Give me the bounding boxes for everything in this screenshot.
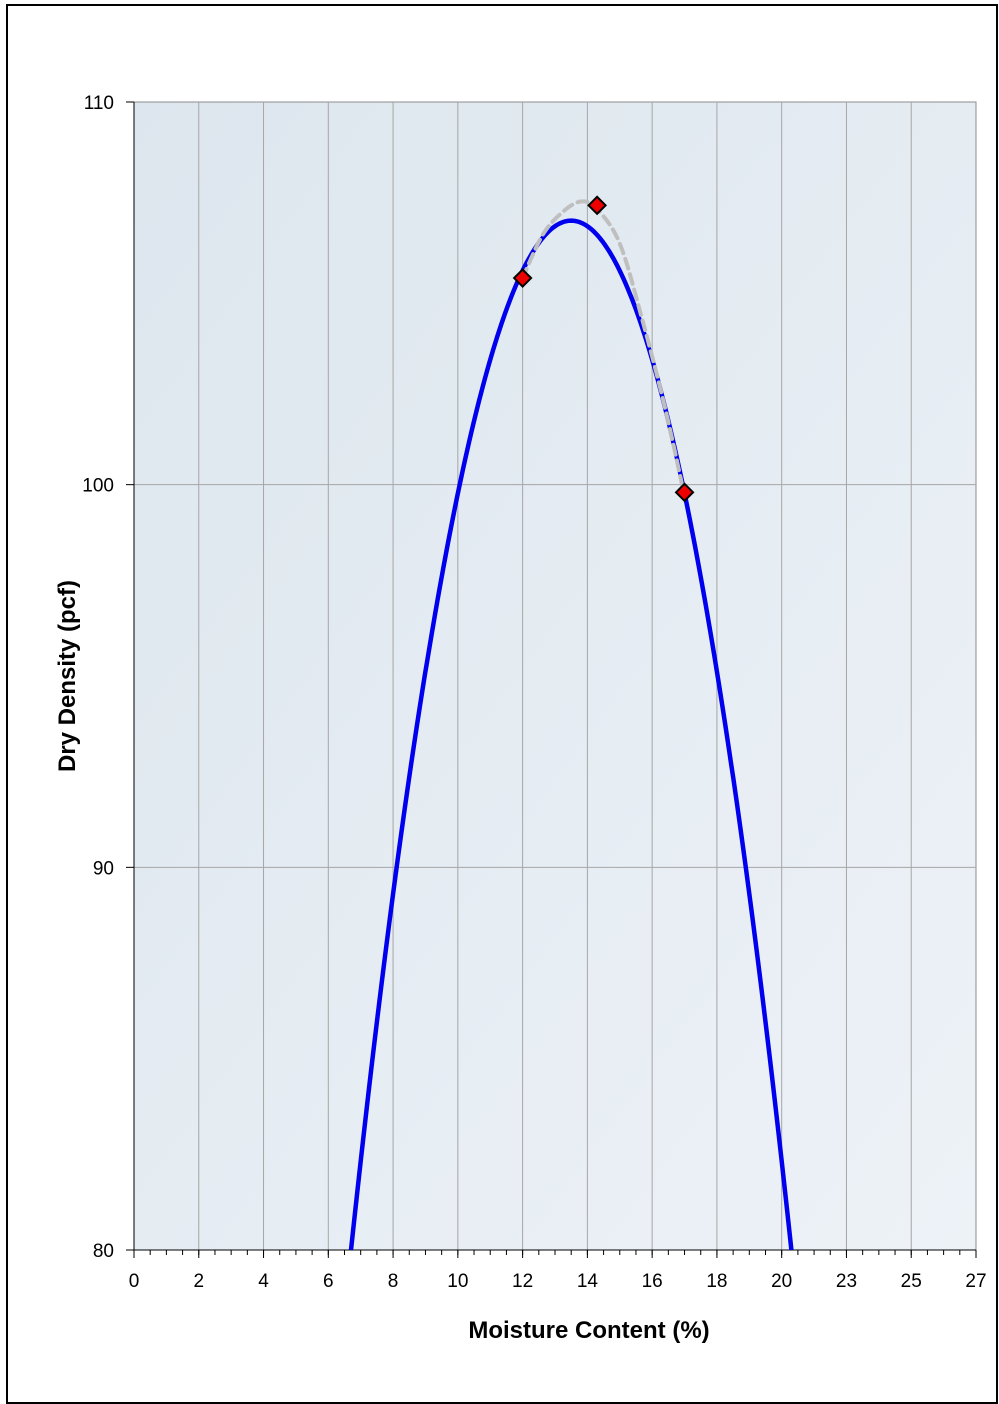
x-tick-label: 10 [447, 1271, 468, 1292]
y-tick-labels: 80 90 100 110 [82, 93, 114, 1262]
y-tick-label: 90 [93, 858, 114, 879]
plot-area [134, 102, 976, 1250]
x-tick-label: 23 [836, 1271, 857, 1292]
y-tick-label: 80 [93, 1241, 114, 1262]
y-tick-label: 110 [84, 93, 114, 114]
x-tick-label: 12 [512, 1271, 533, 1292]
x-tick-label: 6 [323, 1271, 334, 1292]
y-tick-label: 100 [82, 476, 114, 497]
x-tick-label: 27 [965, 1271, 986, 1292]
x-tick-label: 14 [577, 1271, 599, 1292]
y-axis-title: Dry Density (pcf) [54, 580, 81, 772]
x-tick-label: 0 [129, 1271, 140, 1292]
x-tick-labels: 0 2 4 6 8 10 12 14 16 18 20 23 25 27 [129, 1271, 987, 1292]
x-tick-label: 18 [706, 1271, 727, 1292]
x-tick-label: 20 [771, 1271, 792, 1292]
x-tick-label: 2 [193, 1271, 204, 1292]
x-tick-label: 16 [642, 1271, 663, 1292]
x-tick-label: 4 [258, 1271, 269, 1292]
x-axis-title: Moisture Content (%) [468, 1317, 709, 1344]
x-tick-label: 8 [388, 1271, 399, 1292]
x-tick-label: 25 [901, 1271, 922, 1292]
